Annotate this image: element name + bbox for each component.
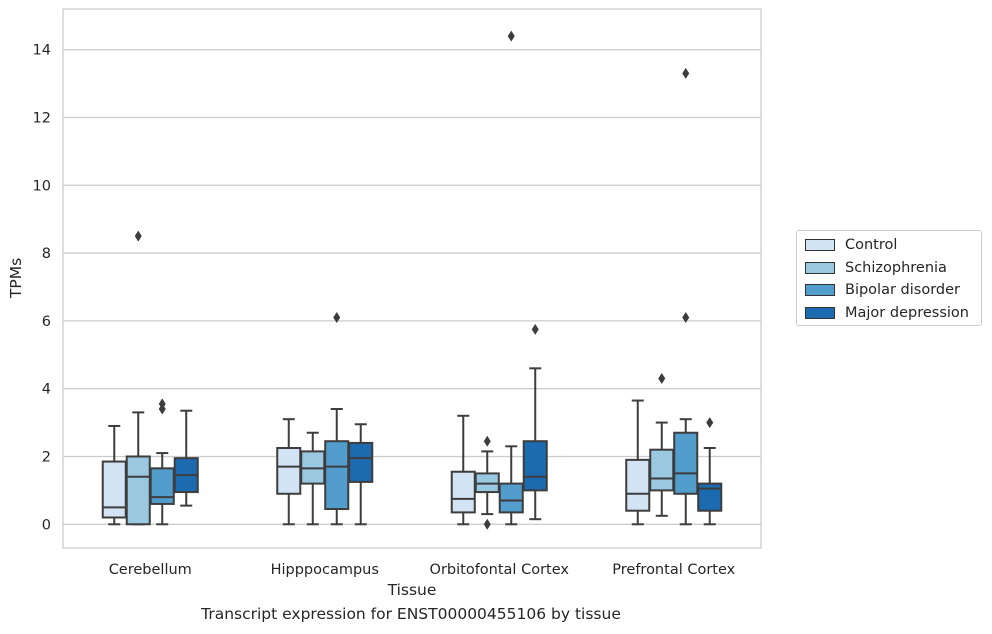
- y-tick-labels: 0 2 4 6 8 10 12 14: [33, 43, 51, 534]
- iqr-box: [276, 446, 302, 495]
- y-tick-label: 6: [42, 314, 51, 330]
- iqr-box: [673, 431, 699, 495]
- y-tick-label: 12: [33, 110, 51, 126]
- legend-label: Control: [845, 237, 898, 253]
- outlier-point: [531, 323, 539, 335]
- box-schizophrenia: [125, 230, 151, 526]
- boxes: [101, 30, 723, 530]
- x-tick-label: Orbitofontal Cortex: [430, 562, 570, 578]
- outlier-point: [483, 435, 491, 447]
- y-tick-label: 8: [42, 246, 51, 262]
- legend-item: Major depression: [805, 303, 969, 323]
- iqr-box: [450, 470, 476, 514]
- box-schizophrenia: [474, 435, 500, 530]
- outlier-point: [507, 30, 515, 42]
- box-control: [101, 424, 127, 526]
- iqr-box: [649, 448, 675, 492]
- iqr-box: [348, 441, 374, 483]
- outlier-point: [333, 311, 341, 323]
- outlier-point: [158, 403, 166, 415]
- x-tick-labels: Cerebellum Hipppocampus Orbitofontal Corte…: [109, 562, 736, 578]
- legend-item: Schizophrenia: [805, 258, 947, 278]
- legend-label: Bipolar disorder: [845, 282, 960, 298]
- box-major-depression: [697, 417, 723, 526]
- box-bipolar-disorder: [498, 30, 524, 526]
- x-axis-label: Tissue: [387, 581, 437, 599]
- box-control: [625, 399, 651, 526]
- plot-area-frame: [62, 8, 762, 549]
- outlier-point: [658, 373, 666, 385]
- y-tick-label: 14: [33, 43, 51, 59]
- iqr-box: [125, 455, 151, 526]
- outlier-point: [483, 518, 491, 530]
- box-control: [276, 418, 302, 526]
- iqr-box: [498, 482, 524, 514]
- iqr-box: [149, 467, 175, 505]
- x-tick-label: Cerebellum: [109, 562, 192, 578]
- iqr-box: [101, 460, 127, 519]
- y-tick-label: 10: [33, 178, 51, 194]
- box-control: [450, 414, 476, 526]
- iqr-box: [625, 458, 651, 512]
- legend-swatch: [805, 261, 835, 274]
- y-axis-label: TPMs: [7, 258, 25, 299]
- outlier-point: [682, 67, 690, 79]
- box-major-depression: [173, 409, 199, 507]
- y-tick-label: 4: [42, 382, 51, 398]
- y-tick-label: 2: [42, 449, 51, 465]
- y-tick-label: 0: [42, 517, 51, 533]
- box-bipolar-disorder: [149, 398, 175, 526]
- outlier-point: [682, 311, 690, 323]
- outlier-point: [134, 230, 142, 242]
- iqr-box: [697, 482, 723, 512]
- legend-label: Schizophrenia: [845, 259, 947, 276]
- legend-label: Major depression: [845, 304, 969, 321]
- iqr-box: [522, 440, 548, 492]
- box-bipolar-disorder: [673, 67, 699, 526]
- box-major-depression: [522, 323, 548, 521]
- box-schizophrenia: [649, 373, 675, 517]
- legend-item: Control: [805, 235, 897, 255]
- box-major-depression: [348, 423, 374, 526]
- x-tick-label: Hipppocampus: [271, 562, 379, 578]
- outlier-point: [706, 417, 714, 429]
- x-tick-label: Prefrontal Cortex: [612, 562, 735, 578]
- box-bipolar-disorder: [324, 311, 350, 526]
- box-schizophrenia: [300, 431, 326, 526]
- legend-swatch: [805, 284, 835, 296]
- legend-swatch: [805, 239, 835, 251]
- legend-swatch: [805, 306, 835, 319]
- iqr-box: [324, 440, 350, 511]
- legend: Control Schizophrenia Bipolar disorder Majo…: [796, 230, 982, 326]
- legend-item: Bipolar disorder: [805, 280, 960, 300]
- gridlines: [63, 49, 761, 525]
- figure-caption: Transcript expression for ENST0000045510…: [201, 605, 621, 623]
